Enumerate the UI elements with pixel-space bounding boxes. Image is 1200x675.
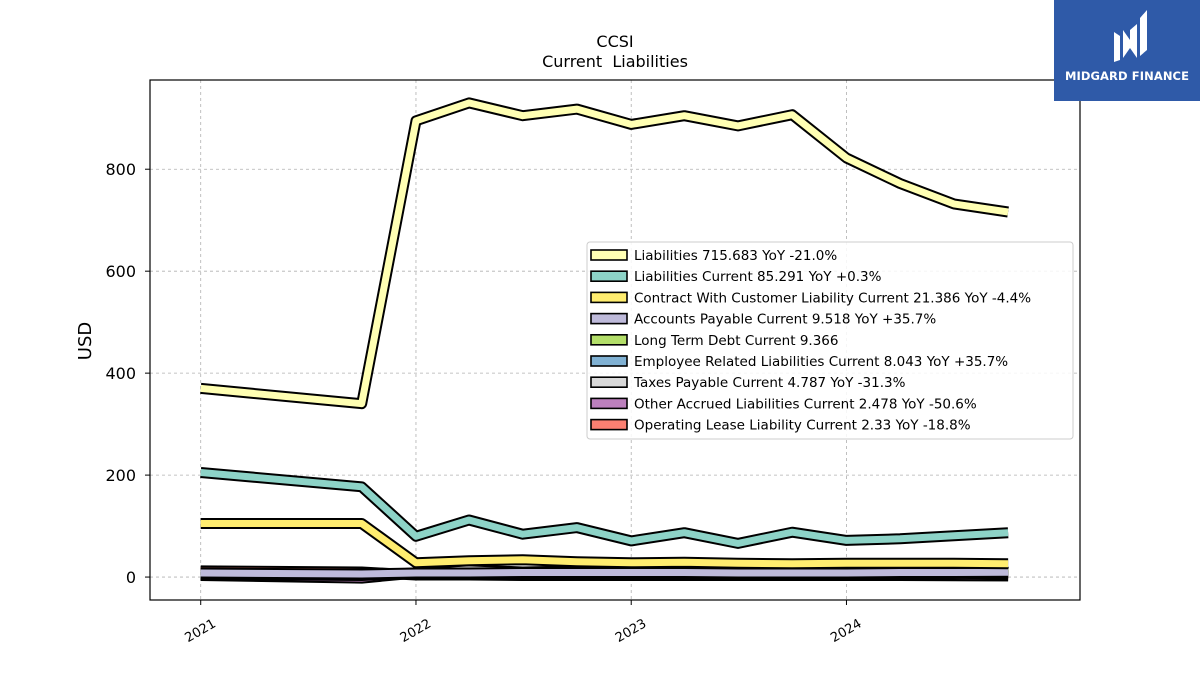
legend-label: Liabilities Current 85.291 YoY +0.3% — [634, 269, 882, 285]
brand-logo: MIDGARD FINANCE — [1054, 0, 1200, 101]
legend-swatch — [590, 249, 628, 261]
x-tick-label: 2022 — [398, 616, 434, 646]
series-line-contract-with-customer-liability-current — [200, 520, 1009, 568]
legend-swatch — [590, 355, 628, 367]
x-axis: 2021 2022 2023 2024 — [183, 600, 864, 646]
legend-label: Operating Lease Liability Current 2.33 Y… — [634, 418, 971, 434]
legend-label: Other Accrued Liabilities Current 2.478 … — [634, 396, 977, 412]
chart-subtitle: Current Liabilities — [542, 52, 688, 71]
x-tick-label: 2024 — [828, 616, 864, 646]
legend-label: Taxes Payable Current 4.787 YoY -31.3% — [633, 375, 906, 391]
legend-swatch — [590, 333, 628, 346]
y-tick-label: 200 — [105, 466, 136, 485]
legend-swatch — [590, 418, 628, 431]
y-tick-label: 800 — [105, 160, 136, 179]
logo-mark-icon — [1114, 10, 1147, 62]
series-line-liabilities — [200, 99, 1009, 408]
legend-swatch — [590, 312, 628, 325]
plot-frame — [149, 79, 1081, 601]
y-tick-label: 600 — [105, 262, 136, 281]
legend-label: Liabilities 715.683 YoY -21.0% — [634, 248, 837, 264]
y-axis-label: USD — [75, 322, 96, 360]
series-line-accounts-payable-current — [200, 568, 1009, 578]
y-tick-label: 0 — [126, 568, 136, 587]
legend-swatch — [590, 270, 628, 283]
legend-box — [586, 241, 1074, 440]
chart-title: CCSI — [596, 32, 633, 51]
brand-name: MIDGARD FINANCE — [1064, 69, 1190, 83]
legend-swatch — [590, 291, 628, 304]
series-lines — [200, 97, 1009, 584]
legend-label: Employee Related Liabilities Current 8.0… — [634, 354, 1008, 370]
legend-swatch — [590, 376, 628, 389]
x-tick-label: 2021 — [183, 616, 219, 646]
series-line-liabilities-current — [200, 469, 1009, 547]
legend-swatch — [590, 397, 628, 410]
x-tick-label: 2023 — [613, 616, 649, 646]
legend-label: Contract With Customer Liability Current… — [634, 290, 1031, 306]
legend-label: Long Term Debt Current 9.366 — [634, 333, 838, 349]
y-tick-label: 400 — [105, 364, 136, 383]
y-axis: 0 200 400 600 800 — [105, 160, 150, 587]
legend: Liabilities 715.683 YoY -21.0% Liabilitie… — [586, 241, 1074, 440]
legend-label: Accounts Payable Current 9.518 YoY +35.7… — [634, 312, 936, 328]
